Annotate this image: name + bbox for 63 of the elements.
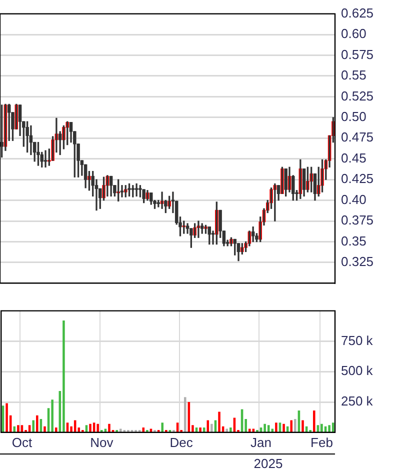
- bar: [256, 430, 258, 432]
- y-tick-label: 0.55: [341, 68, 366, 83]
- y-tick-label: 0.625: [341, 5, 374, 20]
- x-tick-label: Nov: [90, 434, 114, 450]
- y-tick-label: 0.40: [341, 192, 366, 207]
- y-tick-label: 750 k: [341, 332, 374, 348]
- y-tick-label: 0.375: [341, 212, 374, 228]
- bar: [320, 424, 323, 432]
- bar: [248, 428, 251, 432]
- bar: [226, 428, 228, 432]
- y-tick-label: 0.60: [341, 26, 366, 42]
- bar: [165, 430, 168, 432]
- bar: [312, 410, 316, 432]
- bar: [17, 425, 20, 432]
- bar: [134, 430, 137, 432]
- y-tick-label: 0.575: [341, 46, 374, 62]
- y-tick-label: 0.425: [341, 171, 374, 186]
- y-tick-label: 0.475: [341, 130, 374, 145]
- x-tick-label: Oct: [12, 434, 32, 450]
- bar: [210, 424, 213, 432]
- bar: [328, 425, 330, 432]
- bar: [54, 428, 58, 432]
- bar: [108, 424, 110, 432]
- bar: [294, 419, 296, 432]
- bar: [161, 422, 164, 432]
- bar: [290, 420, 293, 432]
- y-tick-label: 0.45: [341, 150, 366, 166]
- y-tick-label: 250 k: [341, 394, 374, 409]
- bar: [6, 403, 8, 432]
- bar: [302, 420, 304, 432]
- bar: [264, 424, 266, 432]
- text: 2025: [254, 456, 283, 472]
- bar: [96, 424, 99, 432]
- bar: [199, 428, 202, 432]
- bar: [218, 412, 220, 432]
- bar: [146, 430, 148, 432]
- bar: [127, 430, 130, 432]
- bar: [309, 430, 312, 432]
- y-tick-label: 0.35: [341, 233, 366, 248]
- bar: [62, 320, 65, 432]
- bar: [82, 430, 84, 432]
- bar: [100, 430, 103, 432]
- bar: [119, 428, 122, 432]
- y-tick-label: 0.525: [341, 88, 374, 104]
- bar: [172, 430, 175, 432]
- bar: [230, 428, 232, 432]
- y-tick-label: 0.50: [341, 108, 366, 124]
- bar: [44, 426, 46, 432]
- x-tick-label: Dec: [170, 434, 194, 450]
- bar: [51, 400, 54, 432]
- bar: [89, 424, 92, 432]
- y-tick-label: 500 k: [341, 363, 374, 378]
- bar: [282, 424, 285, 432]
- bar: [36, 415, 38, 432]
- bar: [116, 430, 118, 432]
- x-tick-label: Feb: [310, 434, 333, 450]
- bar: [13, 426, 16, 432]
- bar: [184, 397, 186, 432]
- bar: [154, 430, 156, 432]
- bar: [32, 420, 34, 432]
- y-tick-label: 0.325: [341, 254, 374, 270]
- bar: [275, 422, 278, 432]
- x-tick-label: Jan: [250, 434, 272, 450]
